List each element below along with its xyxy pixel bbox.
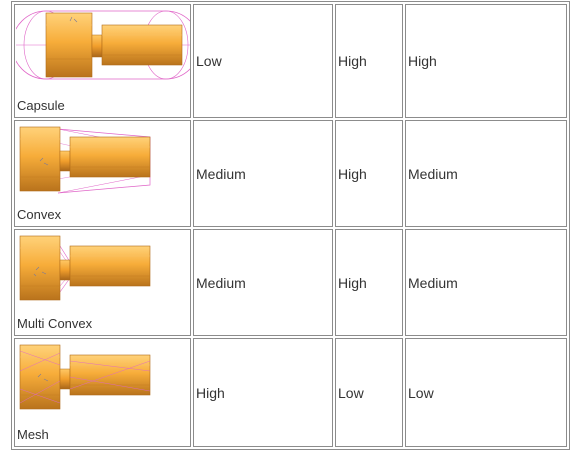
table-row: Mesh High Low Low [14, 338, 567, 447]
performance-cell: High [335, 120, 403, 227]
performance-cell: High [335, 4, 403, 118]
shape-label: Multi Convex [17, 316, 93, 331]
performance-cell: High [335, 229, 403, 336]
cost-cell: Low [193, 4, 333, 118]
table-row: Multi Convex Medium High Medium [14, 229, 567, 336]
shape-cell: Capsule [14, 4, 191, 118]
cost-cell: High [193, 338, 333, 447]
mesh-collision-render [19, 344, 151, 410]
multi-convex-collision-render [19, 235, 151, 301]
collision-comparison-table: Capsule Low High High [11, 1, 570, 450]
efficiency-cell: Medium [405, 120, 567, 227]
cost-cell: Medium [193, 229, 333, 336]
shape-label: Convex [17, 207, 62, 222]
convex-collision-render [19, 126, 151, 194]
efficiency-cell: Medium [405, 229, 567, 336]
shape-label: Capsule [17, 98, 65, 113]
table-row: Convex Medium High Medium [14, 120, 567, 227]
shape-cell: Multi Convex [14, 229, 191, 336]
cost-cell: Medium [193, 120, 333, 227]
performance-cell: Low [335, 338, 403, 447]
shape-cell: Mesh [14, 338, 191, 447]
shape-cell: Convex [14, 120, 191, 227]
efficiency-cell: Low [405, 338, 567, 447]
capsule-collision-render [16, 10, 190, 80]
table-row: Capsule Low High High [14, 4, 567, 118]
shape-label: Mesh [17, 427, 49, 442]
efficiency-cell: High [405, 4, 567, 118]
